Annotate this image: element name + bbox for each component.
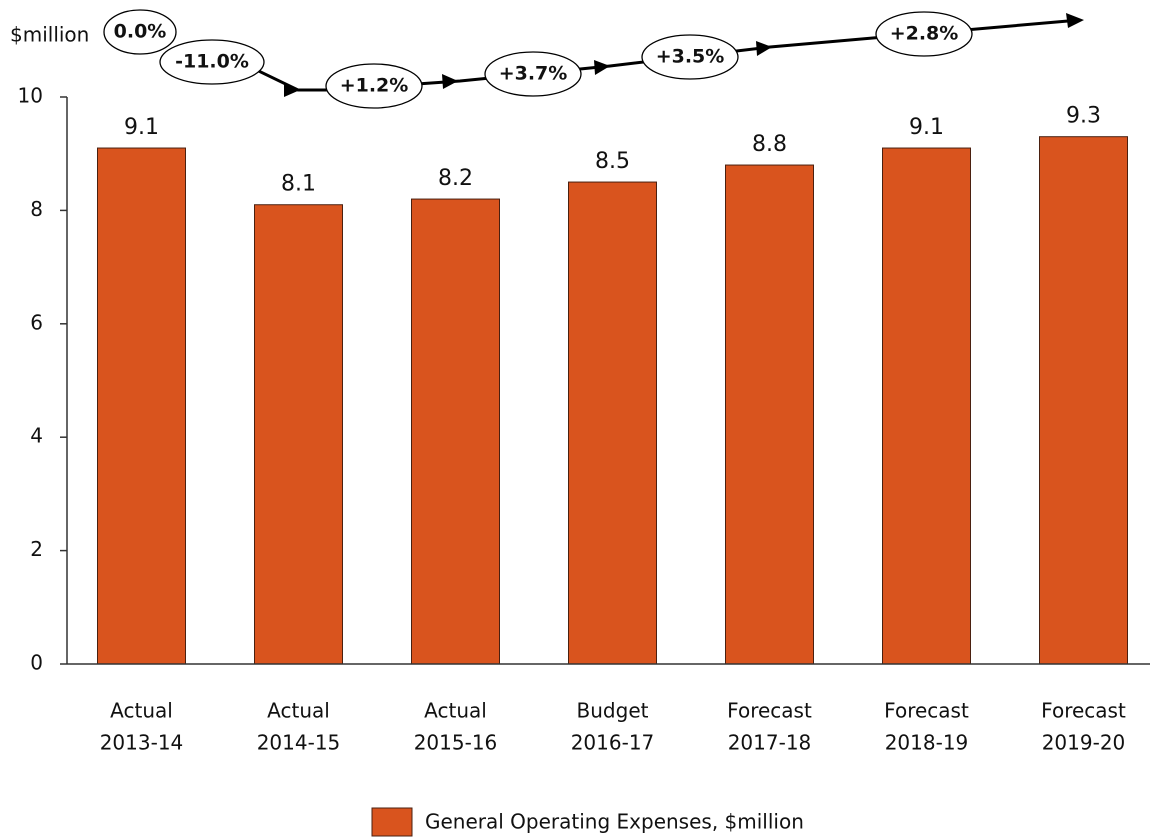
- annotation: -11.0%: [175, 51, 249, 73]
- bar: [411, 198, 500, 665]
- annotation-bubble: [875, 11, 973, 57]
- annotation-bubble: [159, 39, 265, 85]
- x-tick-label: Forecast: [884, 699, 969, 723]
- legend-swatch: [371, 807, 413, 837]
- y-axis-label: $million: [10, 23, 89, 47]
- x-tick-label: Budget: [577, 699, 649, 723]
- value-label: 9.3: [1066, 104, 1101, 129]
- value-label: 9.1: [124, 115, 159, 140]
- x-tick-label: Actual: [110, 699, 173, 723]
- growth-arrow: [239, 13, 1084, 97]
- annotation: 0.0%: [114, 21, 167, 43]
- annotation-bubble: [103, 9, 177, 55]
- y-tick-label: 0: [30, 651, 43, 675]
- value-label: 8.8: [752, 132, 787, 157]
- annotation: +2.8%: [890, 23, 959, 45]
- bar: [1039, 136, 1128, 665]
- legend-label: General Operating Expenses, $million: [425, 810, 804, 834]
- annotation-bubble: [484, 51, 582, 97]
- annotation-bubble: [641, 34, 739, 80]
- x-tick-label: 2018-19: [885, 731, 969, 755]
- x-tick-label: 2016-17: [571, 731, 655, 755]
- x-tick-label: Actual: [267, 699, 330, 723]
- x-tick-label: Forecast: [727, 699, 812, 723]
- x-tick-label: 2019-20: [1042, 731, 1126, 755]
- annotation-bubble: [325, 63, 423, 109]
- x-tick-label: 2014-15: [257, 731, 341, 755]
- value-label: 9.1: [909, 115, 944, 140]
- y-tick-label: 10: [18, 84, 43, 108]
- annotation: +3.7%: [499, 63, 568, 85]
- x-tick-label: 2013-14: [100, 731, 184, 755]
- x-tick-label: 2015-16: [414, 731, 498, 755]
- y-tick-label: 4: [30, 424, 43, 448]
- y-tick-label: 6: [30, 310, 43, 334]
- value-label: 8.2: [438, 166, 473, 191]
- bar: [568, 181, 657, 665]
- bar: [882, 147, 971, 665]
- value-label: 8.1: [281, 172, 316, 197]
- annotation: +1.2%: [340, 75, 409, 97]
- x-tick-label: Forecast: [1041, 699, 1126, 723]
- y-tick-label: 2: [30, 537, 43, 561]
- value-label: 8.5: [595, 149, 630, 174]
- annotation: +3.5%: [656, 46, 725, 68]
- x-tick-label: Actual: [424, 699, 487, 723]
- bar: [725, 164, 814, 665]
- bar: [97, 147, 186, 665]
- y-tick-label: 8: [30, 197, 43, 221]
- x-tick-label: 2017-18: [728, 731, 812, 755]
- bar: [254, 204, 343, 665]
